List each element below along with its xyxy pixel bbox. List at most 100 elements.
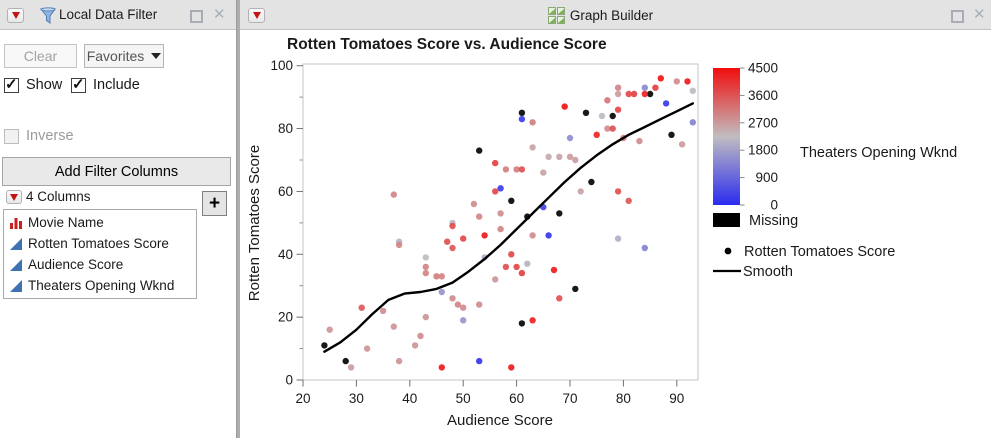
scatter-point[interactable] bbox=[342, 357, 349, 365]
filter-column-item[interactable]: Theaters Opening Wknd bbox=[4, 275, 196, 296]
scatter-point[interactable] bbox=[588, 178, 595, 186]
scatter-point[interactable] bbox=[326, 326, 333, 333]
scatter-point[interactable] bbox=[556, 210, 563, 217]
scatter-point[interactable] bbox=[481, 232, 488, 239]
scatter-point[interactable] bbox=[582, 109, 590, 116]
scatter-point[interactable] bbox=[492, 159, 499, 167]
favorites-dropdown[interactable]: Favorites bbox=[84, 44, 164, 68]
clear-button[interactable]: Clear bbox=[4, 44, 77, 68]
scatter-point[interactable] bbox=[614, 106, 622, 113]
scatter-point[interactable] bbox=[609, 112, 616, 120]
scatter-point[interactable] bbox=[449, 244, 456, 252]
scatter-point[interactable] bbox=[502, 166, 510, 173]
scatter-point[interactable] bbox=[518, 115, 526, 123]
scatter-point[interactable] bbox=[545, 232, 552, 239]
scatter-point[interactable] bbox=[614, 188, 622, 195]
scatter-point[interactable] bbox=[545, 153, 552, 160]
scatter-point[interactable] bbox=[460, 304, 467, 311]
scatter-point[interactable] bbox=[529, 317, 536, 324]
scatter-point[interactable] bbox=[641, 84, 648, 91]
scatter-point[interactable] bbox=[529, 232, 536, 239]
scatter-point[interactable] bbox=[358, 304, 365, 311]
filter-column-item[interactable]: Audience Score bbox=[4, 254, 196, 275]
scatter-point[interactable] bbox=[508, 251, 515, 258]
scatter-point[interactable] bbox=[460, 317, 467, 324]
scatter-point[interactable] bbox=[646, 90, 654, 98]
scatter-point[interactable] bbox=[625, 197, 632, 204]
scatter-point[interactable] bbox=[657, 75, 664, 82]
scatter-point[interactable] bbox=[492, 188, 499, 195]
scatter-point[interactable] bbox=[390, 191, 397, 198]
scatter-point[interactable] bbox=[444, 238, 451, 245]
scatter-point[interactable] bbox=[684, 78, 691, 85]
missing-swatch[interactable] bbox=[713, 213, 740, 227]
scatter-point[interactable] bbox=[540, 169, 547, 176]
scatter-point[interactable] bbox=[363, 345, 371, 352]
scatter-point[interactable] bbox=[502, 263, 510, 271]
scatter-point[interactable] bbox=[508, 197, 515, 204]
graph-builder-menu-button[interactable] bbox=[248, 8, 265, 23]
scatter-point[interactable] bbox=[390, 323, 397, 330]
scatter-point[interactable] bbox=[641, 90, 648, 98]
filter-column-item[interactable]: Rotten Tomatoes Score bbox=[4, 233, 196, 254]
scatter-point[interactable] bbox=[438, 364, 445, 371]
scatter-point[interactable] bbox=[614, 84, 622, 91]
plot-frame[interactable] bbox=[302, 63, 699, 381]
scatter-point[interactable] bbox=[636, 137, 643, 145]
scatter-point[interactable] bbox=[529, 144, 536, 151]
scatter-point[interactable] bbox=[422, 269, 429, 277]
filter-menu-button[interactable] bbox=[7, 8, 24, 23]
inverse-checkbox[interactable] bbox=[4, 128, 19, 144]
scatter-point[interactable] bbox=[422, 254, 429, 261]
scatter-point[interactable] bbox=[476, 147, 483, 154]
scatter-point[interactable] bbox=[641, 244, 648, 252]
scatter-point[interactable] bbox=[449, 295, 456, 302]
scatter-point[interactable] bbox=[566, 134, 574, 142]
scatter-point[interactable] bbox=[508, 364, 515, 371]
scatter-point[interactable] bbox=[449, 222, 456, 230]
maximize-icon[interactable] bbox=[190, 10, 203, 23]
scatter-point[interactable] bbox=[678, 141, 686, 148]
add-column-button[interactable]: + bbox=[202, 191, 227, 216]
include-checkbox[interactable]: ✓ bbox=[71, 75, 86, 93]
scatter-point[interactable] bbox=[572, 156, 579, 164]
scatter-point[interactable] bbox=[524, 260, 531, 267]
scatter-point[interactable] bbox=[572, 285, 579, 293]
scatter-point[interactable] bbox=[625, 90, 632, 98]
scatter-point[interactable] bbox=[566, 153, 574, 160]
scatter-point[interactable] bbox=[497, 225, 504, 233]
scatter-point[interactable] bbox=[652, 84, 659, 91]
scatter-point[interactable] bbox=[395, 357, 403, 365]
scatter-point[interactable] bbox=[476, 357, 483, 365]
scatter-point[interactable] bbox=[513, 263, 520, 271]
show-checkbox[interactable]: ✓ bbox=[4, 75, 19, 93]
scatter-point[interactable] bbox=[460, 235, 467, 242]
color-gradient-legend[interactable] bbox=[713, 68, 740, 205]
scatter-point[interactable] bbox=[529, 119, 536, 126]
scatter-point[interactable] bbox=[614, 90, 622, 98]
scatter-point[interactable] bbox=[556, 153, 563, 160]
scatter-point[interactable] bbox=[689, 119, 696, 126]
scatter-point[interactable] bbox=[609, 125, 616, 132]
add-filter-columns-button[interactable]: Add Filter Columns bbox=[2, 157, 231, 186]
columns-menu-button[interactable] bbox=[6, 190, 22, 204]
scatter-point[interactable] bbox=[561, 103, 568, 110]
scatter-point[interactable] bbox=[422, 313, 429, 321]
scatter-point[interactable] bbox=[614, 235, 622, 242]
scatter-point[interactable] bbox=[476, 301, 483, 308]
scatter-point[interactable] bbox=[492, 276, 499, 283]
scatter-point[interactable] bbox=[454, 301, 462, 308]
scatter-point[interactable] bbox=[556, 295, 563, 302]
scatter-point[interactable] bbox=[513, 166, 520, 173]
filter-column-item[interactable]: Movie Name bbox=[4, 212, 196, 233]
scatter-point[interactable] bbox=[433, 273, 440, 280]
scatter-point[interactable] bbox=[604, 97, 611, 104]
scatter-point[interactable] bbox=[470, 200, 478, 208]
scatter-point[interactable] bbox=[497, 210, 504, 217]
scatter-point[interactable] bbox=[347, 364, 355, 371]
maximize-icon[interactable] bbox=[951, 10, 964, 23]
scatter-point[interactable] bbox=[395, 241, 403, 249]
close-icon[interactable]: ✕ bbox=[213, 6, 226, 23]
scatter-point[interactable] bbox=[379, 307, 387, 315]
scatter-point[interactable] bbox=[411, 342, 419, 349]
